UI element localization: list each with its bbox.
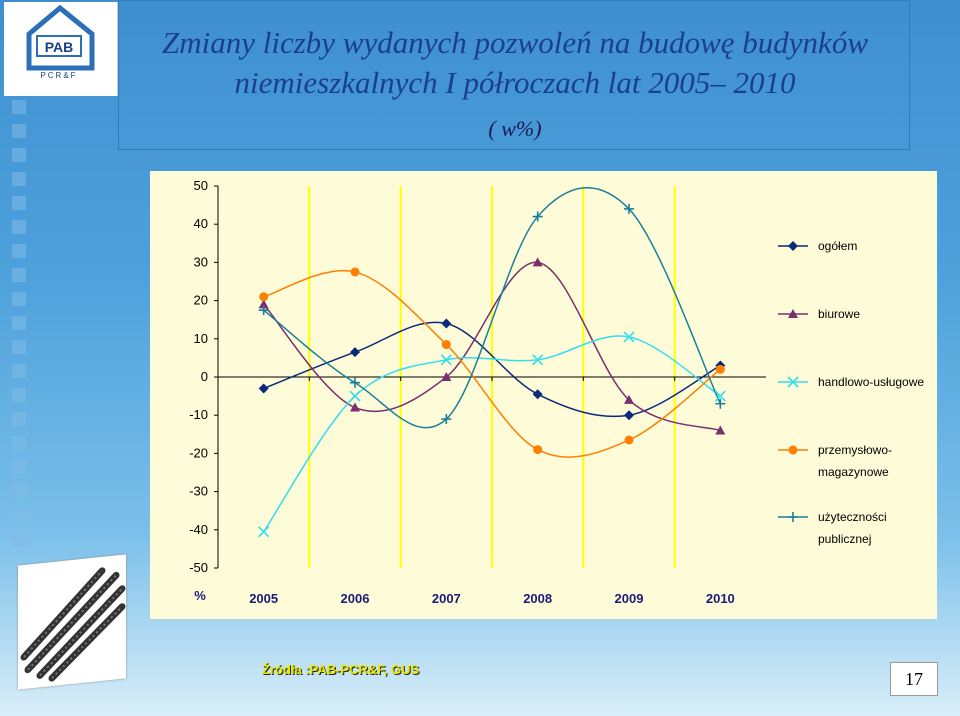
y-tick-label: -50 [189, 560, 208, 575]
legend-label: użyteczności [818, 510, 887, 524]
y-tick-label: -10 [189, 407, 208, 422]
slide-title-line2: niemieszkalnych I półroczach lat 2005– 2… [234, 65, 796, 100]
legend-marker [788, 445, 798, 455]
y-tick-label: -40 [189, 522, 208, 537]
legend-marker [788, 309, 798, 318]
y-tick-label: 50 [194, 178, 208, 193]
logo-text: PAB [45, 39, 74, 55]
x-tick-label: 2008 [523, 591, 552, 606]
data-point [715, 398, 726, 409]
data-point [624, 203, 634, 214]
data-point [440, 354, 452, 366]
y-tick-label: 10 [194, 331, 208, 346]
logo-subtext: PCR&F [40, 71, 77, 80]
legend-label: magazynowe [818, 465, 889, 479]
rebar-photo [18, 554, 126, 690]
company-logo: PAB PCR&F [4, 2, 118, 96]
data-point [441, 414, 452, 425]
data-point [441, 318, 452, 329]
series-line [263, 335, 721, 533]
slide-title-line1: Zmiany liczby wydanych pozwoleń na budow… [161, 25, 868, 60]
data-point [715, 364, 725, 374]
slide-title: Zmiany liczby wydanych pozwoleń na budow… [119, 23, 911, 103]
legend-label: biurowe [818, 307, 860, 321]
y-tick-label: -30 [189, 484, 208, 499]
data-point [258, 299, 269, 309]
y-tick-label: 30 [194, 254, 208, 269]
legend-label: ogółem [818, 239, 857, 253]
y-tick-label: 40 [194, 216, 208, 231]
legend-label: publicznej [818, 532, 871, 546]
data-point [624, 410, 634, 421]
data-point [532, 354, 544, 366]
data-point [714, 390, 726, 402]
data-point [623, 331, 635, 343]
title-box: Zmiany liczby wydanych pozwoleń na budow… [118, 0, 910, 150]
data-point [258, 305, 269, 316]
y-axis-unit: % [194, 588, 206, 603]
page-number: 17 [890, 662, 938, 696]
data-point [624, 394, 634, 404]
x-tick-label: 2006 [341, 591, 370, 606]
marker-layer [258, 203, 726, 538]
data-point [350, 267, 360, 277]
data-point [259, 292, 269, 302]
rebar-image-icon [20, 567, 126, 682]
data-point [533, 445, 543, 455]
y-tick-label: 20 [194, 293, 208, 308]
data-point [532, 211, 543, 222]
data-point [715, 425, 726, 435]
legend-marker [788, 241, 798, 251]
source-note: Źródła :PAB-PCR&F, GUS [262, 662, 420, 677]
data-point [350, 377, 360, 388]
data-point [441, 372, 452, 381]
data-point [350, 402, 360, 412]
series-layer [263, 186, 722, 533]
x-tick-label: 2010 [706, 591, 735, 606]
data-point [258, 383, 269, 394]
data-point [350, 347, 360, 358]
x-tick-label: 2009 [615, 591, 644, 606]
y-tick-label: 0 [201, 369, 208, 384]
x-tick-label: 2007 [432, 591, 461, 606]
logo-house-icon: PAB PCR&F [26, 4, 95, 80]
data-point [624, 435, 634, 445]
chart-panel: 50 40 30 20 10 0 -10 -20 -30 -40 -50 2005 2006 2007 20… [150, 171, 937, 619]
data-point [532, 389, 543, 400]
data-point [532, 257, 543, 267]
legend-marker [787, 376, 799, 388]
legend: ogółem biurowe handlowo-usługowe przemysłow… [778, 239, 924, 546]
slide-subtitle: ( w%) [488, 116, 542, 141]
data-point [258, 526, 270, 538]
data-point [349, 390, 361, 402]
series-line [263, 269, 721, 458]
data-point [441, 340, 451, 350]
y-tick-label: -20 [189, 445, 208, 460]
x-tick-label: 2005 [249, 591, 278, 606]
legend-label: handlowo-usługowe [818, 375, 924, 389]
legend-marker [788, 512, 798, 522]
legend-label: przemysłowo- [818, 443, 892, 457]
decorative-squares [0, 0, 34, 716]
